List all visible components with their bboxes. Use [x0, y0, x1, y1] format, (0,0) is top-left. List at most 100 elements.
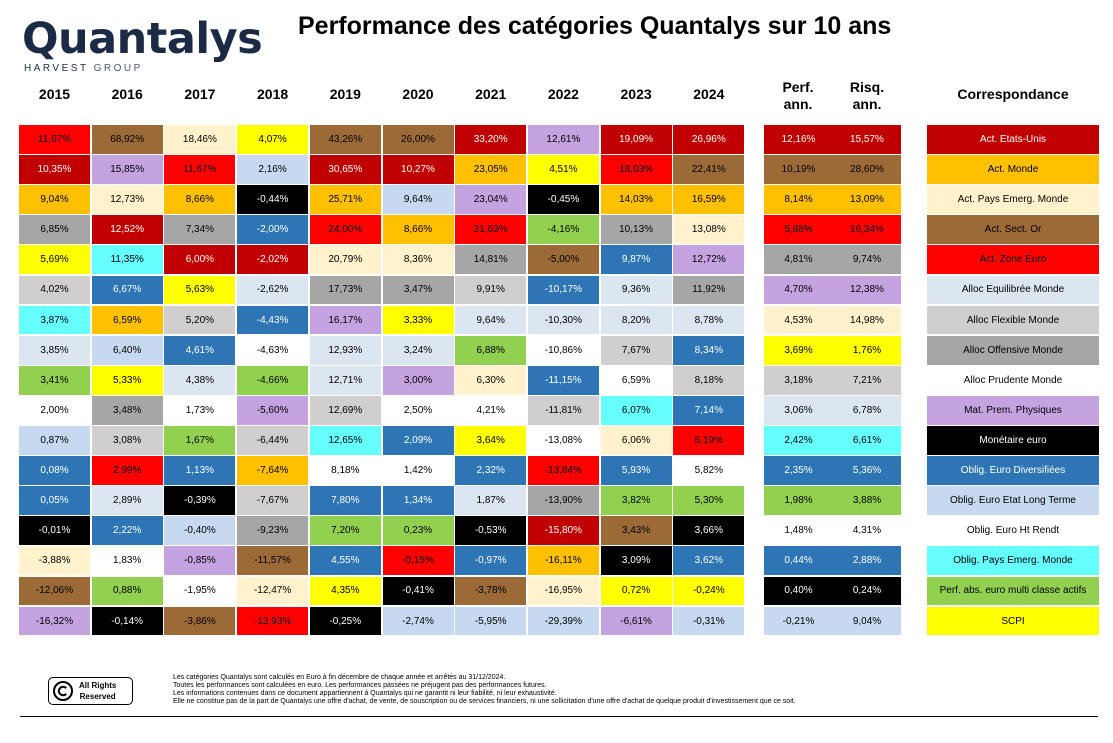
- performance-cell: 10,35%: [19, 155, 90, 184]
- performance-cell: 3,41%: [19, 365, 90, 395]
- performance-cell: 18,46%: [164, 125, 236, 154]
- bottom-divider: [20, 716, 1098, 717]
- performance-cell: 3,85%: [19, 335, 90, 365]
- performance-cell: 3,09%: [600, 546, 672, 576]
- correspondance-header: Correspondance: [957, 86, 1069, 102]
- performance-cell: 6,30%: [455, 365, 527, 395]
- performance-cell: 9,36%: [600, 275, 672, 305]
- performance-cell: 6,88%: [455, 335, 527, 365]
- performance-cell: 0,88%: [91, 576, 163, 606]
- performance-cell: 4,07%: [237, 125, 309, 154]
- legend-item: Oblig. Euro Ht Rendt: [927, 516, 1099, 546]
- performance-cell: -0,01%: [19, 516, 90, 546]
- perf-ann-header: Perf. ann.: [764, 79, 832, 113]
- performance-cell: 8,20%: [600, 305, 672, 335]
- performance-cell: 17,73%: [309, 275, 381, 305]
- performance-cell: 2,99%: [91, 456, 163, 485]
- performance-cell: 12,65%: [309, 426, 381, 455]
- performance-cell: -11,81%: [527, 395, 599, 425]
- performance-cell: 8,18%: [673, 365, 745, 395]
- performance-cell: 25,71%: [309, 185, 381, 215]
- performance-cell: -3,86%: [164, 606, 236, 636]
- quantalys-logo: Quantalys HARVEST GROUP: [22, 14, 263, 76]
- performance-cell: 8,66%: [164, 185, 236, 215]
- performance-cell: -3,78%: [455, 576, 527, 606]
- performance-cell: 12,61%: [527, 125, 599, 154]
- performance-cell: 3,62%: [673, 546, 745, 576]
- performance-cell: -12,06%: [19, 576, 90, 606]
- footer-line: Toutes les performances sont calculées e…: [173, 682, 547, 689]
- performance-cell: 6,67%: [91, 275, 163, 305]
- performance-cell: 2,50%: [382, 395, 454, 425]
- performance-cell: -13,93%: [237, 606, 309, 636]
- risk-ann-cell: 4,31%: [833, 516, 901, 546]
- performance-cell: 5,30%: [673, 486, 745, 516]
- performance-cell: 30,65%: [309, 155, 381, 184]
- risk-ann-cell: 3,88%: [833, 486, 901, 516]
- performance-cell: 2,89%: [91, 486, 163, 516]
- year-header: 2021: [475, 86, 507, 102]
- performance-cell: -4,66%: [237, 365, 309, 395]
- performance-cell: 23,04%: [455, 185, 527, 215]
- perf-ann-cell: 12,16%: [764, 125, 833, 154]
- performance-cell: 1,67%: [164, 426, 236, 455]
- performance-cell: 6,07%: [600, 395, 672, 425]
- performance-cell: 8,34%: [673, 335, 745, 365]
- performance-cell: 10,13%: [600, 215, 672, 245]
- perf-header-line: ann.: [783, 96, 813, 112]
- performance-cell: 5,20%: [164, 305, 236, 335]
- performance-cell: 3,47%: [382, 275, 454, 305]
- perf-ann-cell: 0,40%: [764, 576, 833, 606]
- legend-item: Oblig. Euro Etat Long Terme: [927, 486, 1099, 516]
- legend-item: Monétaire euro: [927, 426, 1099, 455]
- legend-item: Act. Monde: [927, 155, 1099, 184]
- performance-cell: -2,74%: [382, 606, 454, 636]
- year-header: 2015: [38, 86, 71, 102]
- rights-line-2: Reserved: [79, 692, 116, 701]
- perf-ann-cell: 3,69%: [764, 335, 833, 365]
- performance-cell: 0,87%: [19, 426, 90, 455]
- performance-cell: 1,87%: [455, 486, 527, 516]
- perf-ann-cell: 10,19%: [764, 155, 833, 184]
- performance-cell: 8,66%: [382, 215, 454, 245]
- performance-cell: 6,40%: [91, 335, 163, 365]
- performance-cell: 4,35%: [309, 576, 381, 606]
- rights-text: All Rights Reserved: [79, 680, 116, 702]
- performance-cell: -12,47%: [237, 576, 309, 606]
- page-title: Performance des catégories Quantalys sur…: [298, 12, 892, 40]
- legend-item: Act. Etats-Unis: [927, 125, 1099, 154]
- performance-cell: 6,59%: [600, 365, 672, 395]
- perf-ann-cell: 4,70%: [764, 275, 833, 305]
- risk-ann-cell: 2,88%: [833, 546, 901, 576]
- performance-cell: 26,96%: [673, 125, 745, 154]
- risk-ann-header: Risq. ann.: [833, 79, 901, 113]
- performance-cell: 14,81%: [455, 245, 527, 275]
- year-header: 2016: [111, 86, 143, 102]
- performance-cell: -0,97%: [455, 546, 527, 576]
- performance-cell: -3,88%: [19, 546, 90, 576]
- footer-line: Les catégories Quantalys sont calculés e…: [173, 674, 506, 681]
- performance-cell: 1,73%: [164, 395, 236, 425]
- year-header: 2019: [329, 86, 361, 102]
- performance-cell: 3,08%: [91, 426, 163, 455]
- perf-ann-cell: 1,48%: [764, 516, 833, 546]
- performance-cell: -11,15%: [527, 365, 599, 395]
- performance-cell: -4,16%: [527, 215, 599, 245]
- performance-cell: 5,33%: [91, 365, 163, 395]
- performance-cell: 4,02%: [19, 275, 90, 305]
- perf-ann-cell: 4,53%: [764, 305, 833, 335]
- performance-cell: -11,57%: [237, 546, 309, 576]
- perf-ann-cell: 3,06%: [764, 395, 833, 425]
- performance-cell: -2,62%: [237, 275, 309, 305]
- performance-cell: 7,34%: [164, 215, 236, 245]
- logo-sub-thin: GROUP: [93, 63, 143, 74]
- performance-cell: -6,61%: [600, 606, 672, 636]
- rights-line-1: All Rights: [79, 681, 117, 690]
- performance-cell: 3,00%: [382, 365, 454, 395]
- perf-ann-cell: 8,14%: [764, 185, 833, 215]
- performance-cell: -16,95%: [527, 576, 599, 606]
- performance-cell: 1,34%: [382, 486, 454, 516]
- legend-item: Perf. abs. euro multi classe actifs: [927, 576, 1099, 606]
- performance-cell: -13,08%: [527, 426, 599, 455]
- performance-cell: 23,05%: [455, 155, 527, 184]
